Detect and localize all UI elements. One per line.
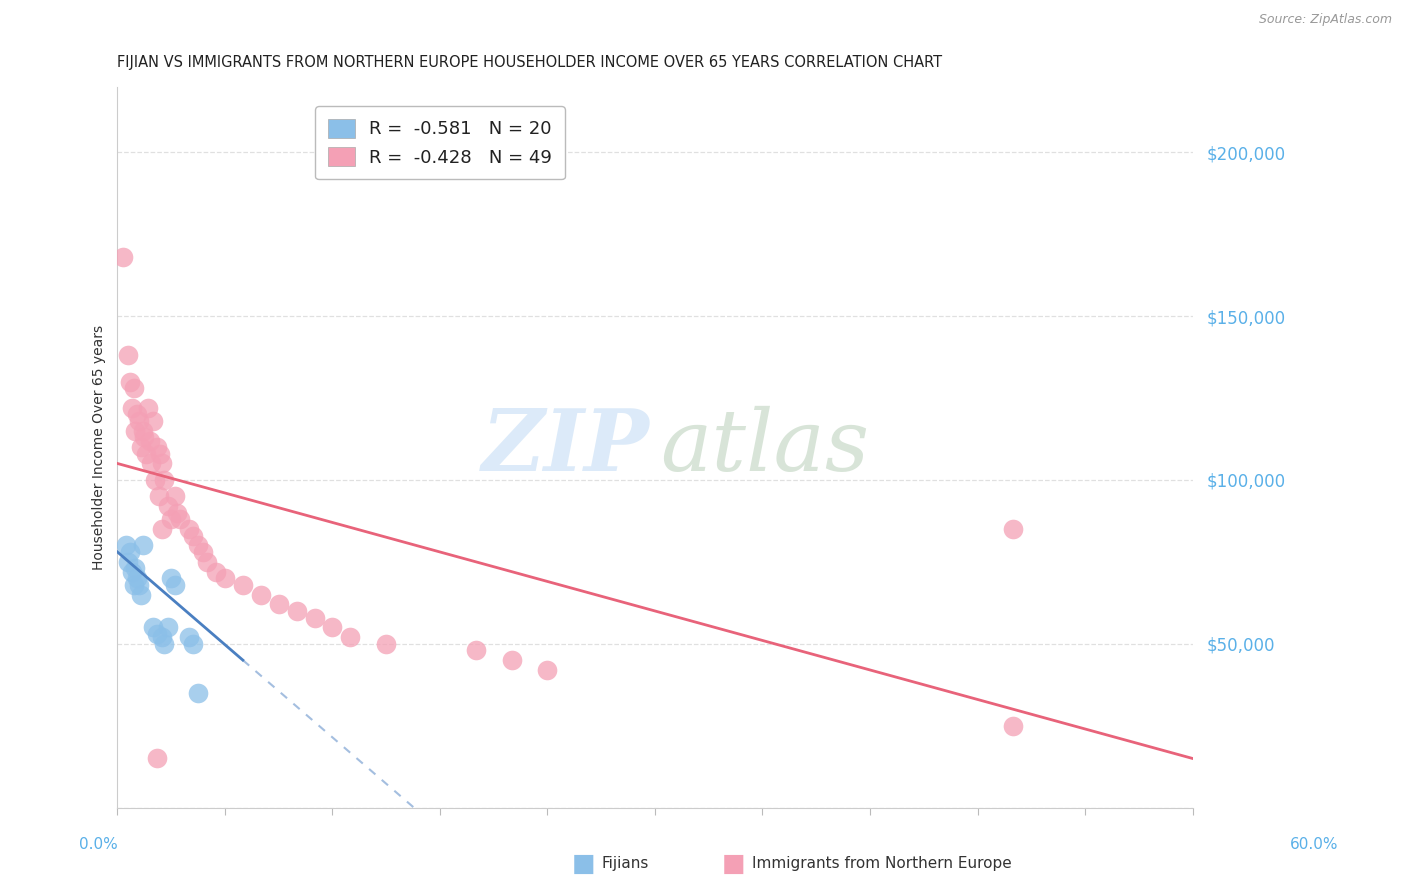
Point <box>153 637 176 651</box>
Point <box>187 538 209 552</box>
Point <box>321 620 343 634</box>
Point <box>142 620 165 634</box>
Point <box>181 528 204 542</box>
Point <box>179 630 201 644</box>
Point <box>163 578 186 592</box>
Text: ■: ■ <box>723 852 745 875</box>
Point <box>129 440 152 454</box>
Point <box>153 473 176 487</box>
Point <box>146 751 169 765</box>
Point <box>339 630 361 644</box>
Text: Immigrants from Northern Europe: Immigrants from Northern Europe <box>752 856 1012 871</box>
Point <box>501 653 523 667</box>
Point <box>128 414 150 428</box>
Point <box>129 588 152 602</box>
Point <box>131 424 153 438</box>
Point <box>249 588 271 602</box>
Point <box>163 489 186 503</box>
Text: ZIP: ZIP <box>482 405 650 489</box>
Point <box>141 457 163 471</box>
Point <box>117 348 139 362</box>
Text: 0.0%: 0.0% <box>79 838 118 852</box>
Point <box>127 407 149 421</box>
Point <box>149 447 172 461</box>
Point <box>214 571 236 585</box>
Point <box>232 578 254 592</box>
Point <box>304 610 326 624</box>
Point <box>160 512 183 526</box>
Point <box>142 414 165 428</box>
Point <box>111 250 134 264</box>
Point <box>169 512 191 526</box>
Point <box>205 565 228 579</box>
Point <box>136 401 159 415</box>
Point <box>134 430 156 444</box>
Point <box>156 499 179 513</box>
Point <box>138 434 160 448</box>
Legend: R =  -0.581   N = 20, R =  -0.428   N = 49: R = -0.581 N = 20, R = -0.428 N = 49 <box>315 106 565 179</box>
Point <box>131 538 153 552</box>
Point <box>536 663 558 677</box>
Point <box>285 604 308 618</box>
Point <box>146 440 169 454</box>
Point <box>115 538 138 552</box>
Text: FIJIAN VS IMMIGRANTS FROM NORTHERN EUROPE HOUSEHOLDER INCOME OVER 65 YEARS CORRE: FIJIAN VS IMMIGRANTS FROM NORTHERN EUROP… <box>118 55 942 70</box>
Text: 60.0%: 60.0% <box>1291 838 1339 852</box>
Point <box>156 620 179 634</box>
Point <box>187 686 209 700</box>
Point <box>118 545 141 559</box>
Point <box>1002 719 1025 733</box>
Point <box>1002 522 1025 536</box>
Point <box>122 578 145 592</box>
Point <box>128 578 150 592</box>
Point <box>143 473 166 487</box>
Text: Fijians: Fijians <box>602 856 650 871</box>
Point <box>150 522 173 536</box>
Point <box>179 522 201 536</box>
Point <box>127 571 149 585</box>
Point <box>122 381 145 395</box>
Point <box>118 375 141 389</box>
Text: atlas: atlas <box>661 406 869 489</box>
Text: Source: ZipAtlas.com: Source: ZipAtlas.com <box>1258 13 1392 27</box>
Point <box>150 630 173 644</box>
Point <box>181 637 204 651</box>
Point <box>135 447 157 461</box>
Point <box>148 489 170 503</box>
Text: ■: ■ <box>572 852 595 875</box>
Point <box>150 457 173 471</box>
Point <box>195 555 218 569</box>
Point <box>160 571 183 585</box>
Point <box>117 555 139 569</box>
Point <box>124 561 146 575</box>
Point <box>464 643 486 657</box>
Point <box>146 627 169 641</box>
Point <box>121 401 143 415</box>
Point <box>124 424 146 438</box>
Point <box>267 598 290 612</box>
Point <box>121 565 143 579</box>
Point <box>193 545 215 559</box>
Y-axis label: Householder Income Over 65 years: Householder Income Over 65 years <box>93 325 107 570</box>
Point <box>166 506 188 520</box>
Point <box>375 637 398 651</box>
